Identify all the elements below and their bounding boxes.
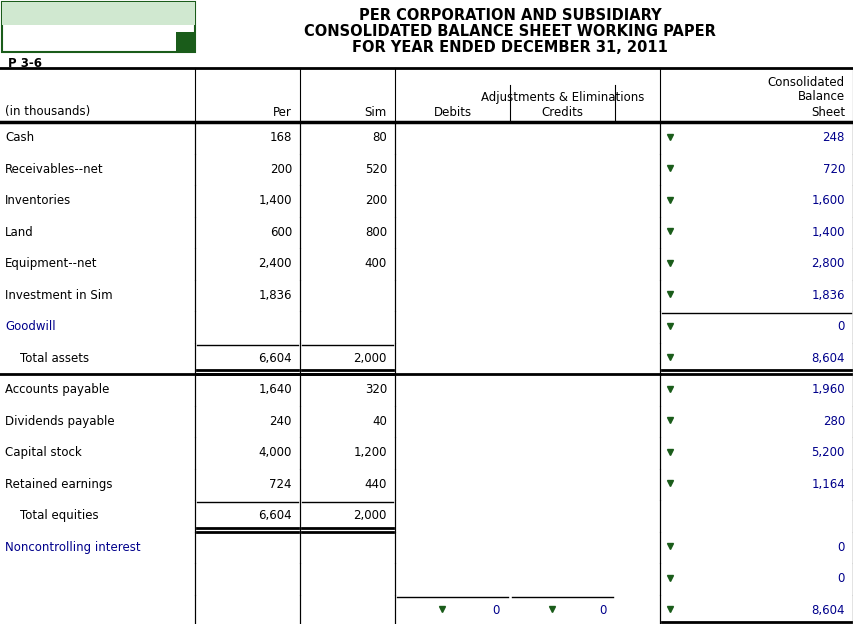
Text: Total equities: Total equities xyxy=(20,509,98,522)
Text: 1,836: 1,836 xyxy=(810,289,844,302)
Text: 0: 0 xyxy=(837,572,844,585)
Text: Dividends payable: Dividends payable xyxy=(5,415,114,427)
Text: 1,836: 1,836 xyxy=(258,289,292,302)
Bar xyxy=(2,2,194,24)
Text: Sim: Sim xyxy=(364,105,386,119)
Text: 600: 600 xyxy=(270,226,292,239)
Text: 520: 520 xyxy=(364,163,386,176)
Text: Receivables--net: Receivables--net xyxy=(5,163,103,176)
Text: Credits: Credits xyxy=(541,105,583,119)
Text: Goodwill: Goodwill xyxy=(5,320,55,333)
Text: 1,400: 1,400 xyxy=(258,194,292,207)
Text: 720: 720 xyxy=(821,163,844,176)
Text: Cash: Cash xyxy=(5,131,34,144)
Text: 6,604: 6,604 xyxy=(258,509,292,522)
Bar xyxy=(176,32,194,52)
Text: 6,604: 6,604 xyxy=(258,352,292,365)
Text: 2,000: 2,000 xyxy=(353,509,386,522)
Text: 1,960: 1,960 xyxy=(810,383,844,396)
Text: Per: Per xyxy=(273,105,292,119)
Text: 248: 248 xyxy=(821,131,844,144)
Text: 4,000: 4,000 xyxy=(258,446,292,459)
Text: P 3-6: P 3-6 xyxy=(8,57,42,70)
Text: Debits: Debits xyxy=(433,105,471,119)
Text: Adjustments & Eliminations: Adjustments & Eliminations xyxy=(480,90,643,104)
Text: Consolidated: Consolidated xyxy=(767,77,844,89)
Text: 400: 400 xyxy=(364,257,386,270)
Text: 2,000: 2,000 xyxy=(353,352,386,365)
Text: 1,640: 1,640 xyxy=(258,383,292,396)
Text: 440: 440 xyxy=(364,478,386,490)
Text: Inventories: Inventories xyxy=(5,194,71,207)
Text: 40: 40 xyxy=(372,415,386,427)
Text: Total assets: Total assets xyxy=(20,352,89,365)
Text: Sheet: Sheet xyxy=(810,105,844,119)
Text: Noncontrolling interest: Noncontrolling interest xyxy=(5,541,141,553)
Text: PER CORPORATION AND SUBSIDIARY: PER CORPORATION AND SUBSIDIARY xyxy=(358,7,660,22)
Text: FOR YEAR ENDED DECEMBER 31, 2011: FOR YEAR ENDED DECEMBER 31, 2011 xyxy=(351,41,667,56)
Text: Accounts payable: Accounts payable xyxy=(5,383,109,396)
Text: 2,400: 2,400 xyxy=(258,257,292,270)
Text: 240: 240 xyxy=(270,415,292,427)
Text: 0: 0 xyxy=(492,604,499,617)
Text: (in thousands): (in thousands) xyxy=(5,105,90,119)
Text: 1,164: 1,164 xyxy=(810,478,844,490)
Text: 8,604: 8,604 xyxy=(810,352,844,365)
Text: Land: Land xyxy=(5,226,34,239)
Text: Investment in Sim: Investment in Sim xyxy=(5,289,113,302)
Text: 320: 320 xyxy=(364,383,386,396)
Text: 800: 800 xyxy=(364,226,386,239)
Text: 168: 168 xyxy=(270,131,292,144)
Text: 724: 724 xyxy=(270,478,292,490)
Text: 280: 280 xyxy=(821,415,844,427)
Text: 1,200: 1,200 xyxy=(353,446,386,459)
Text: 1,600: 1,600 xyxy=(810,194,844,207)
Text: 0: 0 xyxy=(599,604,606,617)
Text: 1,400: 1,400 xyxy=(810,226,844,239)
Text: CONSOLIDATED BALANCE SHEET WORKING PAPER: CONSOLIDATED BALANCE SHEET WORKING PAPER xyxy=(304,24,715,39)
Text: Equipment--net: Equipment--net xyxy=(5,257,97,270)
Text: 200: 200 xyxy=(364,194,386,207)
Text: 5,200: 5,200 xyxy=(810,446,844,459)
Text: Balance: Balance xyxy=(797,90,844,104)
Text: 0: 0 xyxy=(837,320,844,333)
Text: 0: 0 xyxy=(837,541,844,553)
Bar xyxy=(2,2,194,52)
Text: 2,800: 2,800 xyxy=(810,257,844,270)
Text: 200: 200 xyxy=(270,163,292,176)
Text: Capital stock: Capital stock xyxy=(5,446,82,459)
Text: 8,604: 8,604 xyxy=(810,604,844,617)
Text: Retained earnings: Retained earnings xyxy=(5,478,113,490)
Text: 80: 80 xyxy=(372,131,386,144)
